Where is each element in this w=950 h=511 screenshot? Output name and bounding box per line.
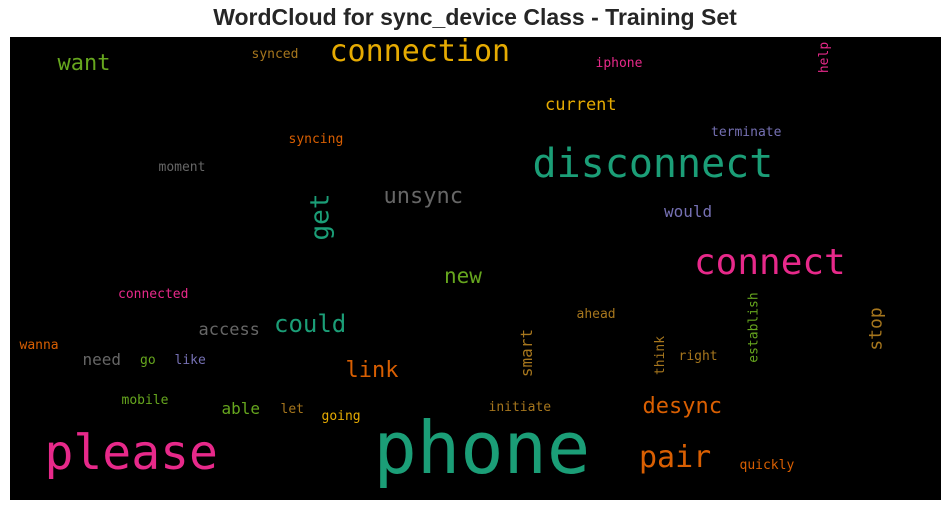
word-help: help: [816, 41, 832, 73]
word-right: right: [678, 348, 718, 364]
word-think: think: [652, 335, 668, 375]
word-ahead: ahead: [576, 306, 616, 322]
word-going: going: [321, 408, 361, 424]
word-need: need: [82, 350, 122, 369]
word-get: get: [304, 193, 335, 241]
word-would: would: [664, 202, 713, 221]
word-access: access: [198, 319, 260, 340]
figure-title: WordCloud for sync_device Class - Traini…: [213, 4, 737, 30]
word-terminate: terminate: [711, 124, 782, 140]
word-like: like: [174, 352, 206, 368]
word-iphone: iphone: [595, 55, 643, 71]
word-want: want: [57, 51, 111, 76]
word-could: could: [274, 310, 347, 338]
word-initiate: initiate: [488, 399, 552, 415]
word-phone: phone: [373, 406, 591, 490]
word-smart: smart: [517, 328, 537, 378]
word-let: let: [280, 401, 304, 417]
word-stop: stop: [865, 307, 887, 351]
word-disconnect: disconnect: [532, 141, 774, 187]
word-desync: desync: [642, 394, 722, 419]
word-moment: moment: [158, 159, 206, 175]
word-able: able: [221, 399, 261, 418]
word-connection: connection: [329, 37, 511, 69]
word-connected: connected: [118, 286, 189, 302]
word-cloud-canvas: phone please disconnect connect connection pa…: [10, 37, 941, 500]
word-synced: synced: [251, 46, 299, 62]
word-go: go: [140, 352, 156, 368]
word-please: please: [44, 425, 218, 481]
word-unsync: unsync: [383, 184, 463, 209]
word-mobile: mobile: [121, 392, 169, 408]
word-pair: pair: [639, 440, 712, 475]
word-wanna: wanna: [19, 337, 59, 353]
word-link: link: [345, 358, 399, 383]
word-establish: establish: [746, 291, 762, 363]
word-connect: connect: [694, 242, 846, 283]
word-new: new: [444, 263, 482, 288]
word-current: current: [545, 94, 617, 115]
word-quickly: quickly: [739, 457, 795, 473]
word-syncing: syncing: [288, 131, 344, 147]
